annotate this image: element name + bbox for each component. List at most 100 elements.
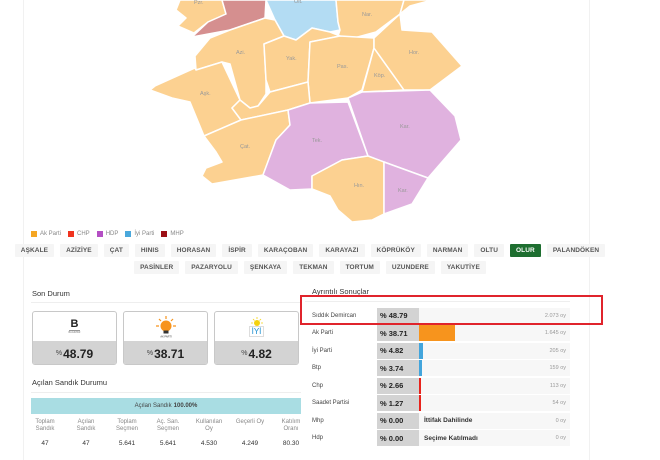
stat-value: 5.641: [118, 440, 136, 447]
result-name: Ak Parti: [312, 330, 334, 337]
result-bar: [419, 325, 455, 342]
page-container: [23, 0, 590, 460]
stat-katilim-orani: Katılım Oranı 80.30: [274, 419, 308, 447]
district-button-hinis[interactable]: HINIS: [134, 244, 165, 257]
result-percent: % 0.00: [377, 430, 419, 447]
svg-text:Pzr.: Pzr.: [194, 0, 204, 6]
result-name: Mhp: [312, 417, 324, 424]
district-button-karacoban[interactable]: KARAÇOBAN: [257, 244, 314, 257]
result-row: Sıddık Demircan % 48.79 2.073 oy: [305, 307, 570, 325]
map-region-mhp[interactable]: [191, 0, 267, 38]
stat-value: 47: [41, 440, 49, 447]
legend-item-mhp: MHP: [161, 231, 184, 237]
stat-label: Kullanılan Oy: [195, 419, 223, 432]
svg-text:AK PARTİ: AK PARTİ: [160, 335, 171, 338]
district-button-senkaya[interactable]: ŞENKAYA: [243, 261, 288, 274]
svg-text:Çat.: Çat.: [240, 144, 251, 150]
svg-text:Hın.: Hın.: [354, 183, 365, 189]
result-bar-track: İttifak Dahilinde 0 oy: [419, 412, 570, 429]
stat-label: Katılım Oranı: [281, 419, 301, 432]
map-region-karacoban[interactable]: [383, 161, 429, 215]
legend-swatch-icon: [68, 231, 75, 237]
district-button-ispir[interactable]: İSPİR: [222, 244, 252, 257]
result-row: Hdp % 0.00 Seçime Katılmadı 0 oy: [305, 430, 570, 448]
result-percent: % 2.66: [377, 377, 419, 394]
district-button-palandoken[interactable]: PALANDÖKEN: [546, 244, 606, 257]
candidate-card-ak-parti[interactable]: AK PARTİ % 38.71: [123, 311, 208, 365]
legend-item-hdp: HDP: [96, 231, 119, 237]
district-button-aziziye[interactable]: AZİZİYE: [60, 244, 98, 257]
legend-item-chp: CHP: [68, 231, 90, 237]
svg-text:Yak.: Yak.: [286, 56, 297, 62]
result-percent: % 0.00: [377, 412, 419, 429]
independent-logo-caption: BAĞIMSIZ: [68, 329, 81, 334]
svg-text:Kar.: Kar.: [398, 188, 408, 194]
iyi-logo-text: İYİ: [248, 325, 265, 337]
map-region-askale[interactable]: [149, 61, 242, 137]
candidate-card-iyi-parti[interactable]: İYİ % 4.82: [214, 311, 299, 365]
map-region-center[interactable]: [231, 81, 311, 121]
stat-value: 4.530: [200, 440, 218, 447]
legend-item-ak-parti: Ak Parti: [31, 231, 61, 237]
result-percent: % 38.71: [377, 325, 419, 342]
stat-acilan-sandik: Açılan Sandık 47: [69, 419, 103, 447]
result-bar-track: 159 oy: [419, 360, 570, 377]
result-percent: % 4.82: [377, 342, 419, 359]
legend-label: İyi Parti: [134, 231, 155, 237]
candidate-card-value: % 4.82: [215, 341, 298, 364]
legend-label: Ak Parti: [40, 231, 62, 237]
district-row-2: PASİNLER PAZARYOLU ŞENKAYA TEKMAN TORTUM…: [40, 261, 580, 274]
result-bar-track: 205 oy: [419, 342, 570, 359]
divider: [305, 301, 570, 302]
result-name: Hdp: [312, 435, 324, 442]
district-button-tortum[interactable]: TORTUM: [339, 261, 380, 274]
map-region-hinis[interactable]: [311, 155, 385, 223]
district-button-horasan[interactable]: HORASAN: [170, 244, 217, 257]
district-button-askale[interactable]: AŞKALE: [14, 244, 55, 257]
stat-ac-san-secmen: Aç. San. Seçmen 5.641: [151, 419, 185, 447]
district-button-olur[interactable]: OLUR: [510, 244, 541, 257]
district-button-yakutiye[interactable]: YAKUTİYE: [440, 261, 486, 274]
map-legend: Ak Parti CHP HDP İyi Parti MHP: [31, 231, 184, 237]
stat-label: Toplam Sandık: [35, 419, 55, 432]
stat-label: Toplam Seçmen: [115, 419, 138, 432]
svg-text:Aşk.: Aşk.: [200, 91, 211, 97]
map-region-cat[interactable]: [201, 109, 291, 185]
map-region-top-right[interactable]: [399, 0, 433, 15]
district-button-uzundere[interactable]: UZUNDERE: [385, 261, 435, 274]
district-button-cat[interactable]: ÇAT: [103, 244, 129, 257]
legend-label: MHP: [170, 231, 184, 237]
district-button-tekman[interactable]: TEKMAN: [293, 261, 334, 274]
legend-label: CHP: [77, 231, 90, 237]
legend-swatch-icon: [125, 231, 132, 237]
result-bar-track: 113 oy: [419, 377, 570, 394]
result-votes: 1.645 oy: [544, 330, 566, 337]
district-button-koprukoy[interactable]: KÖPRÜKÖY: [370, 244, 421, 257]
result-votes: 54 oy: [552, 400, 566, 407]
stat-gecerli-oy: Geçerli Oy 4.249: [233, 419, 267, 447]
svg-text:Kar.: Kar.: [400, 124, 410, 130]
progress-value: 100.00%: [173, 403, 198, 409]
percent-value: 38.71: [154, 346, 185, 361]
legend-label: HDP: [105, 231, 119, 237]
independent-logo: B BAĞIMSIZ: [33, 312, 116, 341]
result-bar: [419, 342, 423, 359]
district-button-pazaryolu[interactable]: PAZARYOLU: [185, 261, 238, 274]
ayrintili-sonuclar-title: Ayrıntılı Sonuçlar: [312, 287, 369, 296]
son-durum-title: Son Durum: [32, 289, 70, 298]
result-name: Sıddık Demircan: [312, 312, 357, 319]
detailed-results: Sıddık Demircan % 48.79 2.073 oy Ak Part…: [305, 307, 570, 447]
candidate-card-independent[interactable]: B BAĞIMSIZ % 48.79: [32, 311, 117, 365]
result-percent: % 1.27: [377, 395, 419, 412]
map-svg: Pzr. Olt. Nar. Azi. Yak. Pas. Köp. Hor. …: [149, 0, 463, 223]
result-percent: % 3.74: [377, 360, 419, 377]
svg-text:Hor.: Hor.: [409, 50, 420, 56]
map-region-horasan[interactable]: [373, 13, 463, 91]
district-button-pasinler[interactable]: PASİNLER: [134, 261, 180, 274]
district-button-oltu[interactable]: OLTU: [474, 244, 504, 257]
district-button-narman[interactable]: NARMAN: [426, 244, 469, 257]
district-buttons: AŞKALE AZİZİYE ÇAT HINIS HORASAN İSPİR K…: [14, 244, 606, 278]
district-button-karayazi[interactable]: KARAYAZI: [319, 244, 365, 257]
result-bar: [419, 360, 422, 377]
result-row: Mhp % 0.00 İttifak Dahilinde 0 oy: [305, 412, 570, 430]
